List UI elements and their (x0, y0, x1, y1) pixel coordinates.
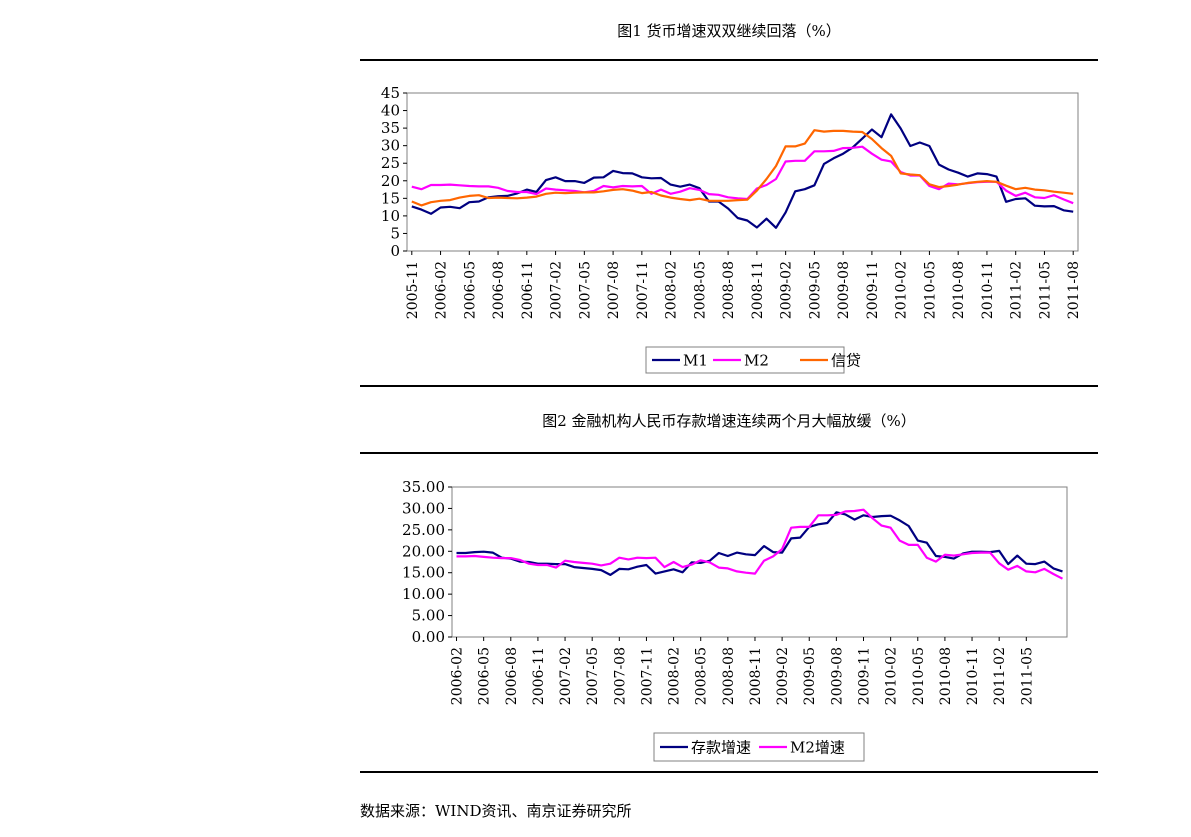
y-tick-label: 35.00 (402, 478, 445, 496)
x-tick-label: 2010-05 (922, 261, 938, 319)
y-tick-label: 10 (381, 207, 400, 225)
figure1-bottom-rule (360, 385, 1098, 387)
figure1-title: 图1 货币增速双双继续回落（%） (617, 22, 841, 40)
x-tick-label: 2007-05 (585, 647, 601, 705)
x-tick-label: 2009-05 (807, 261, 823, 319)
legend-label: M1 (683, 352, 708, 370)
chart2: 0.00 5.00 10.00 15.00 20.00 25.00 30.00 35.00 20… (402, 478, 1068, 762)
x-tick-label: 2010-02 (894, 261, 910, 319)
x-tick-label: 2006-11 (531, 647, 547, 705)
x-tick-label: 2008-11 (750, 261, 766, 319)
y-tick-label: 45 (381, 84, 400, 102)
x-tick-label: 2011-02 (992, 647, 1008, 705)
legend-label: 信贷 (831, 352, 861, 370)
x-tick-label: 2009-11 (865, 261, 881, 319)
x-tick-label: 2007-02 (549, 261, 565, 319)
series-line-1-1 (411, 113, 1074, 229)
x-tick-label: 2011-08 (1066, 261, 1082, 319)
x-tick-label: 2006-08 (491, 261, 507, 319)
y-tick-label: 40 (381, 102, 400, 120)
x-tick-label: 2008-02 (667, 647, 683, 705)
x-tick-label: 2011-05 (1019, 647, 1035, 705)
y-tick-label: 20 (381, 172, 400, 190)
x-tick-label: 2009-02 (779, 261, 795, 319)
x-tick-label: 2011-02 (1009, 261, 1025, 319)
x-tick-label: 2008-02 (664, 261, 680, 319)
y-tick-label: 30 (381, 137, 400, 155)
x-tick-label: 2009-02 (775, 647, 791, 705)
x-tick-label: 2009-08 (829, 647, 845, 705)
legend-label: M2 (744, 352, 769, 370)
x-tick-label: 2006-05 (462, 261, 478, 319)
x-tick-label: 2007-08 (606, 261, 622, 319)
x-tick-label: 2007-08 (612, 647, 628, 705)
x-tick-label: 2007-05 (577, 261, 593, 319)
figure2-top-rule (360, 452, 1098, 454)
y-tick-label: 25 (381, 154, 400, 172)
y-tick-label: 35 (381, 119, 400, 137)
x-tick-label: 2007-11 (639, 647, 655, 705)
x-tick-label: 2010-11 (980, 261, 996, 319)
legend-label: 存款增速 (691, 739, 751, 757)
x-tick-label: 2008-08 (721, 647, 737, 705)
series-line-1-3 (411, 129, 1074, 207)
y-tick-label: 25.00 (402, 521, 445, 539)
plot-area-1 (406, 92, 1079, 252)
x-tick-label: 2006-02 (434, 261, 450, 319)
x-tick-label: 2008-05 (694, 647, 710, 705)
x-tick-label: 2008-05 (692, 261, 708, 319)
x-tick-label: 2011-05 (1037, 261, 1053, 319)
x-tick-label: 2006-02 (450, 647, 466, 705)
x-tick-label: 2008-08 (721, 261, 737, 319)
source-note: 数据来源：WIND资讯、南京证券研究所 (360, 802, 632, 820)
x-tick-label: 2009-11 (857, 647, 873, 705)
y-tick-label: 5 (390, 224, 400, 242)
x-tick-label: 2005-11 (405, 261, 421, 319)
y-tick-label: 15 (381, 189, 400, 207)
figure1-top-rule (360, 59, 1098, 61)
y-tick-label: 20.00 (402, 542, 445, 560)
x-tick-label: 2010-02 (884, 647, 900, 705)
x-tick-label: 2008-11 (748, 647, 764, 705)
y-tick-label: 0.00 (412, 628, 445, 646)
x-tick-label: 2009-08 (836, 261, 852, 319)
plot-area-2 (451, 486, 1068, 638)
x-tick-label: 2010-08 (938, 647, 954, 705)
x-tick-label: 2010-08 (951, 261, 967, 319)
x-tick-label: 2010-05 (911, 647, 927, 705)
figure2-bottom-rule (360, 771, 1098, 773)
x-tick-label: 2006-05 (477, 647, 493, 705)
y-tick-label: 15.00 (402, 564, 445, 582)
series-line-2-2 (456, 508, 1064, 580)
x-tick-label: 2010-11 (965, 647, 981, 705)
y-tick-label: 0 (390, 242, 400, 260)
y-tick-label: 10.00 (402, 585, 445, 603)
x-tick-label: 2006-11 (520, 261, 536, 319)
legend-label: M2增速 (790, 739, 845, 757)
x-tick-label: 2006-08 (504, 647, 520, 705)
x-tick-label: 2009-05 (802, 647, 818, 705)
y-tick-label: 5.00 (412, 607, 445, 625)
y-tick-label: 30.00 (402, 499, 445, 517)
figure2-title: 图2 金融机构人民币存款增速连续两个月大幅放缓（%） (542, 412, 916, 430)
x-tick-label: 2007-02 (558, 647, 574, 705)
x-tick-label: 2007-11 (635, 261, 651, 319)
